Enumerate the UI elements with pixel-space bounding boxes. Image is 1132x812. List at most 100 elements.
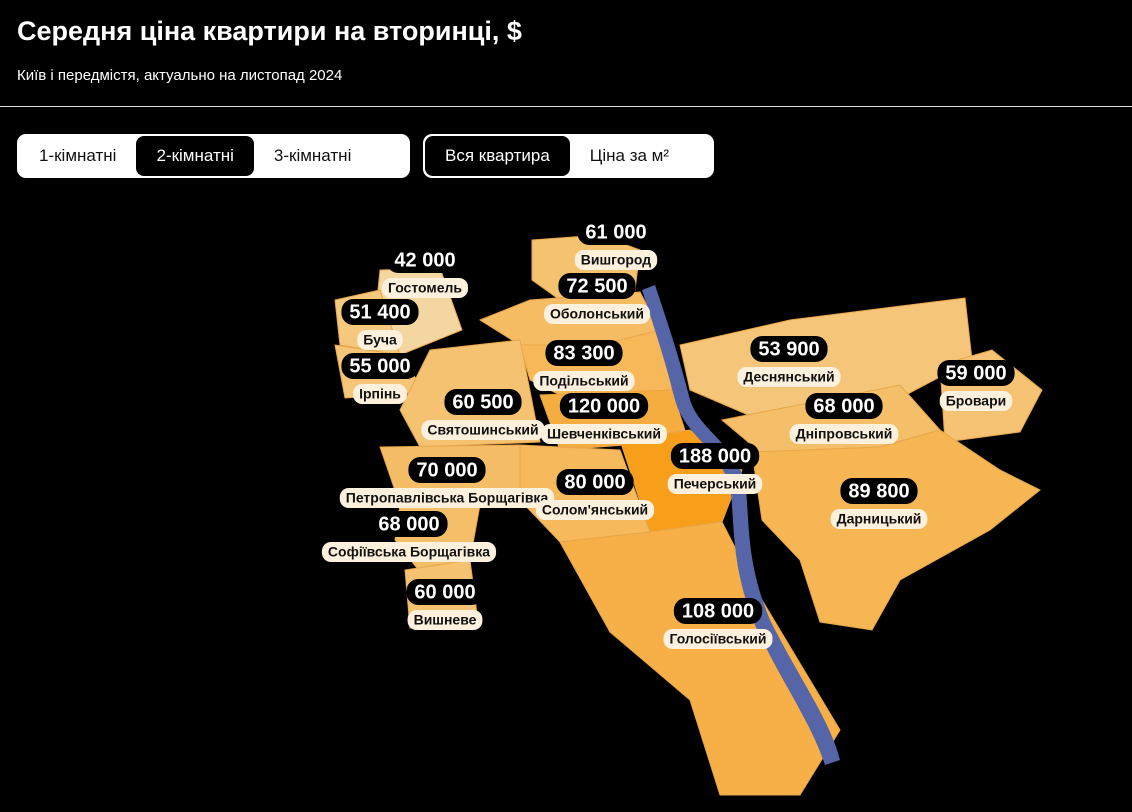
price: 59 000 xyxy=(945,362,1006,384)
name-pill xyxy=(357,330,403,350)
region-name: Гостомель xyxy=(388,280,462,296)
region-label: 59 000 Бровари xyxy=(937,360,1015,411)
region-label: 53 900 Деснянський xyxy=(737,336,841,387)
price-pill xyxy=(341,353,419,379)
name-pill xyxy=(574,250,658,270)
region-name: Дарницький xyxy=(837,511,922,527)
tab[interactable]: 2-кімнатні xyxy=(136,136,254,176)
price: 108 000 xyxy=(682,600,754,622)
price: 55 000 xyxy=(349,355,410,377)
price: 61 000 xyxy=(585,221,646,243)
region-label: 60 000 Вишневе xyxy=(406,579,484,630)
name-pill xyxy=(830,509,928,529)
subtitle: Київ і передмістя, актуально на листопад… xyxy=(17,67,343,84)
region-label: 68 000 Софіївська Борщагівка xyxy=(321,511,497,562)
price: 51 400 xyxy=(349,301,410,323)
name-pill xyxy=(789,424,899,444)
region-label: 83 300 Подільський xyxy=(533,340,635,391)
region-shape xyxy=(751,429,1041,631)
name-pill xyxy=(737,367,841,387)
price: 120 000 xyxy=(568,395,640,417)
tab[interactable]: Ціна за м² xyxy=(589,146,670,165)
region-name: Печерський xyxy=(674,476,757,492)
name-pill xyxy=(663,629,773,649)
tab[interactable]: 3-кімнатні xyxy=(273,146,352,165)
price: 83 300 xyxy=(553,342,614,364)
region-name: Подільський xyxy=(539,373,628,389)
name-pill xyxy=(321,542,497,562)
region-label: 70 000 Петропавлівська Борщагівка xyxy=(339,457,555,508)
region-name: Вишневе xyxy=(414,612,477,628)
price-pill xyxy=(556,469,634,495)
divider xyxy=(0,106,1132,107)
price-pill xyxy=(406,579,484,605)
region-name: Шевченківський xyxy=(547,426,661,442)
region-name: Дніпровський xyxy=(796,426,893,442)
region-name: Буча xyxy=(363,332,397,348)
price: 89 800 xyxy=(848,480,909,502)
price: 80 000 xyxy=(564,471,625,493)
region-label: 89 800 Дарницький xyxy=(830,478,928,529)
region-label: 55 000 Ірпінь xyxy=(341,353,419,404)
region-label: 80 000 Солом'янський xyxy=(535,469,655,520)
river xyxy=(642,285,840,765)
price-pill xyxy=(559,393,649,419)
price-pill xyxy=(840,478,918,504)
region-label: 60 500 Святошинський xyxy=(421,389,545,440)
tab[interactable]: 1-кімнатні xyxy=(39,146,117,165)
price-pill xyxy=(577,219,655,245)
region-name: Бровари xyxy=(946,393,1007,409)
title: Середня ціна квартири на вторинці, $ xyxy=(17,16,522,46)
region-label: 108 000 Голосіївський xyxy=(663,598,773,649)
name-pill xyxy=(353,384,407,404)
name-pill xyxy=(667,474,763,494)
region-label: 188 000 Печерський xyxy=(667,443,763,494)
price-pill xyxy=(558,273,636,299)
price-pill xyxy=(805,393,883,419)
region-name: Оболонський xyxy=(550,306,644,322)
price: 68 000 xyxy=(813,395,874,417)
price-pill xyxy=(937,360,1015,386)
region-label: 42 000 Гостомель xyxy=(381,247,469,298)
region-label: 72 500 Оболонський xyxy=(543,273,651,324)
name-pill xyxy=(533,371,635,391)
region-name: Деснянський xyxy=(743,369,834,385)
region-name: Ірпінь xyxy=(359,386,401,402)
price-pill xyxy=(545,340,623,366)
region-name: Софіївська Борщагівка xyxy=(328,544,490,560)
price-pill xyxy=(750,336,828,362)
name-pill xyxy=(339,488,555,508)
rooms-toggle: 1-кімнатні 2-кімнатні 3-кімнатні xyxy=(17,134,410,178)
price-pill xyxy=(370,511,448,537)
name-pill xyxy=(407,610,483,630)
region-label: 120 000 Шевченківський xyxy=(540,393,668,444)
price: 42 000 xyxy=(394,249,455,271)
region-name: Петропавлівська Борщагівка xyxy=(346,490,549,506)
region-name: Солом'янський xyxy=(542,502,648,518)
region-label: 68 000 Дніпровський xyxy=(789,393,899,444)
region-label: 61 000 Вишгород xyxy=(574,219,658,270)
price-pill xyxy=(444,389,522,415)
region-shape xyxy=(559,521,841,796)
region-label: 51 400 Буча xyxy=(341,299,419,350)
name-pill xyxy=(543,304,651,324)
price: 60 000 xyxy=(414,581,475,603)
tab[interactable]: Вся квартира xyxy=(425,136,570,176)
price: 188 000 xyxy=(679,445,751,467)
price-pill xyxy=(386,247,464,273)
mode-toggle: Вся квартира Ціна за м² xyxy=(423,134,714,178)
price: 70 000 xyxy=(416,459,477,481)
price-pill xyxy=(670,443,760,469)
name-pill xyxy=(535,500,655,520)
price: 53 900 xyxy=(758,338,819,360)
name-pill xyxy=(939,391,1013,411)
name-pill xyxy=(540,424,668,444)
region-name: Голосіївський xyxy=(669,631,766,647)
price-pill xyxy=(673,598,763,624)
region-name: Святошинський xyxy=(427,422,538,438)
name-pill xyxy=(381,278,469,298)
price: 60 500 xyxy=(452,391,513,413)
price-pill xyxy=(408,457,486,483)
